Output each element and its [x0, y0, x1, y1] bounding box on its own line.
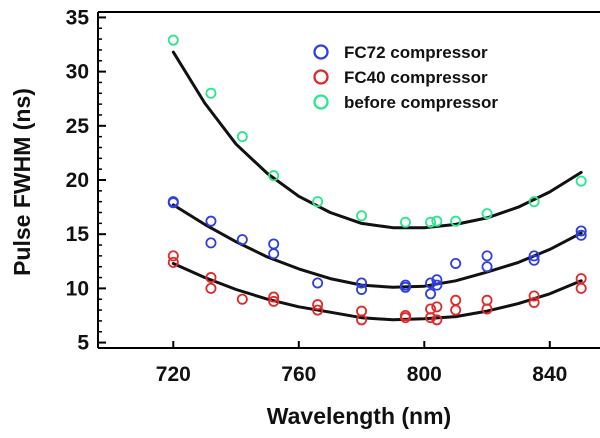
y-tick-label: 10 [66, 277, 89, 300]
data-point [431, 314, 443, 326]
y-tick-label: 15 [66, 223, 90, 246]
data-points [167, 34, 587, 326]
data-point [528, 196, 540, 208]
legend-marker [313, 94, 329, 110]
data-point [268, 248, 280, 260]
data-point [205, 215, 217, 227]
data-point [528, 250, 540, 262]
data-point [399, 216, 411, 228]
data-point [425, 312, 437, 324]
x-tick-label: 720 [156, 363, 191, 386]
data-point [205, 282, 217, 294]
data-point [528, 296, 540, 308]
x-axis-label: Wavelength (nm) [267, 403, 451, 429]
data-point [205, 272, 217, 284]
y-tick-label: 35 [66, 6, 90, 29]
data-point [236, 234, 248, 246]
data-point [481, 208, 493, 220]
plot-frame [97, 11, 600, 349]
x-tick-label: 800 [407, 363, 442, 386]
data-point [575, 225, 587, 237]
fit-curve [171, 203, 583, 289]
data-point [425, 216, 437, 228]
data-point [356, 314, 368, 326]
data-point [312, 304, 324, 316]
data-point [425, 277, 437, 289]
x-axis: 720 760 800 840 [156, 341, 567, 386]
data-point [450, 257, 462, 269]
data-point [450, 215, 462, 227]
data-point [167, 197, 179, 209]
data-point [167, 256, 179, 268]
data-point [481, 303, 493, 315]
data-point [425, 288, 437, 300]
x-tick-label: 760 [281, 363, 316, 386]
data-point [312, 196, 324, 208]
legend-marker [313, 69, 329, 85]
data-point [356, 277, 368, 289]
y-tick-label: 20 [66, 169, 89, 192]
data-point [528, 290, 540, 302]
y-tick-label: 5 [77, 332, 89, 355]
data-point [268, 170, 280, 182]
data-point [268, 238, 280, 250]
fit-curve [171, 262, 583, 322]
data-point [481, 261, 493, 273]
data-point [268, 291, 280, 303]
data-point [236, 293, 248, 305]
data-point [431, 279, 443, 291]
data-point [399, 312, 411, 324]
data-point [205, 87, 217, 99]
data-point [312, 277, 324, 289]
data-point [431, 274, 443, 286]
legend-label: before compressor [344, 93, 498, 112]
data-point [450, 304, 462, 316]
y-tick-label: 25 [66, 115, 90, 138]
data-point [356, 210, 368, 222]
y-axis: 5 10 15 20 25 30 35 [66, 6, 106, 355]
data-point [528, 254, 540, 266]
fit-curve [171, 50, 583, 230]
legend-marker [313, 44, 329, 60]
data-point [431, 301, 443, 313]
data-point [205, 237, 217, 249]
y-tick-label: 30 [66, 61, 89, 84]
legend-label: FC40 compressor [344, 68, 488, 87]
legend: FC72 compressor FC40 compressor before com… [313, 43, 498, 112]
data-point [481, 250, 493, 262]
data-point [575, 229, 587, 241]
data-point [356, 283, 368, 295]
data-point [431, 215, 443, 227]
data-point [268, 295, 280, 307]
data-point [167, 34, 179, 46]
data-point [236, 131, 248, 143]
data-point [450, 294, 462, 306]
legend-label: FC72 compressor [344, 43, 488, 62]
data-point [167, 250, 179, 262]
x-tick-label: 840 [532, 363, 567, 386]
data-point [399, 281, 411, 293]
data-point [575, 282, 587, 294]
y-axis-label: Pulse FWHM (ns) [9, 88, 35, 276]
data-point [575, 175, 587, 187]
data-point [312, 299, 324, 311]
